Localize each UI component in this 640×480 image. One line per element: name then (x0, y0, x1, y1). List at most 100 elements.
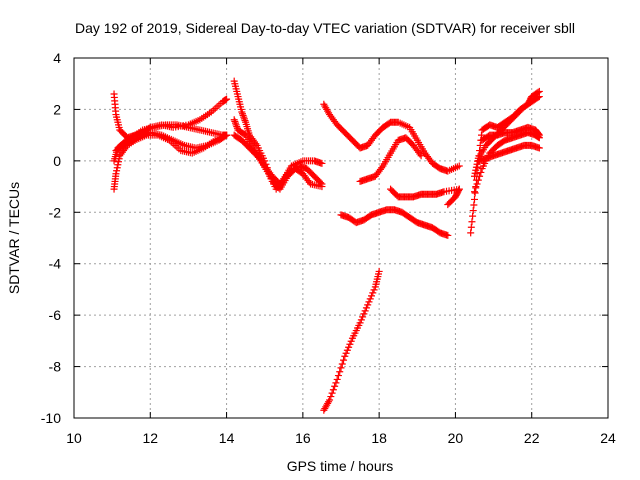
data-point (359, 313, 367, 321)
data-point (361, 307, 369, 315)
data-point (375, 267, 383, 275)
data-point (345, 343, 353, 351)
data-point (471, 169, 479, 177)
y-tick-labels: -10 -8 -6 -4 -2 0 2 4 (41, 50, 61, 426)
data-point (238, 110, 246, 118)
data-point (231, 117, 239, 125)
data-point (332, 379, 340, 387)
y-tick-label: -2 (49, 204, 62, 220)
data-point (455, 185, 463, 193)
data-point (370, 286, 378, 294)
y-tick-label: 4 (53, 50, 61, 66)
data-point (240, 113, 248, 121)
data-point (469, 212, 477, 220)
data-point (114, 161, 122, 169)
series-pass-k (320, 267, 383, 414)
y-tick-label: 0 (53, 153, 61, 169)
data-point (340, 356, 348, 364)
data-point (327, 393, 335, 401)
data-point (343, 346, 351, 354)
x-tick-label: 20 (448, 430, 464, 446)
data-point (467, 229, 475, 237)
data-point (223, 95, 231, 103)
data-point (362, 304, 370, 312)
x-tick-label: 18 (371, 430, 387, 446)
data-point (477, 168, 485, 176)
data-point (223, 131, 231, 139)
x-axis-label: GPS time / hours (287, 458, 394, 474)
data-point (471, 189, 479, 197)
data-point (455, 162, 463, 170)
data-point (241, 117, 249, 125)
y-tick-label: -6 (49, 307, 62, 323)
data-point (534, 129, 542, 137)
data-point (469, 207, 477, 215)
data-point (334, 372, 342, 380)
data-point (360, 310, 368, 318)
data-point (535, 130, 543, 138)
data-point (366, 295, 374, 303)
x-tick-label: 16 (295, 430, 311, 446)
y-tick-label: 2 (53, 101, 61, 117)
data-point (317, 179, 325, 187)
data-point (331, 382, 339, 390)
data-point (467, 223, 475, 231)
data-point (329, 386, 337, 394)
data-point (368, 292, 376, 300)
data-point (472, 184, 480, 192)
data-point (470, 201, 478, 209)
data-point (282, 171, 290, 179)
data-point (369, 289, 377, 297)
data-point (416, 150, 424, 158)
data-point (325, 398, 333, 406)
data-point (476, 172, 484, 180)
data-point (357, 316, 365, 324)
y-tick-label: -4 (49, 256, 62, 272)
x-tick-labels: 10 12 14 16 18 20 22 24 (66, 430, 616, 446)
data-point (115, 158, 122, 166)
axis-ticks (73, 57, 609, 419)
data-point (472, 163, 480, 171)
series-pass-r (478, 123, 543, 144)
data-point (336, 368, 344, 376)
data-point (238, 108, 246, 116)
series-pass-m (444, 185, 463, 209)
data-point (535, 93, 543, 101)
data-point (240, 115, 248, 123)
data-point (328, 389, 336, 397)
data-point (239, 111, 247, 119)
x-tick-label: 12 (142, 430, 158, 446)
data-point (333, 375, 341, 383)
data-point (318, 180, 326, 188)
data-point (232, 121, 240, 129)
data-point (346, 340, 354, 348)
data-point (341, 352, 349, 360)
data-point (468, 218, 476, 226)
data-point (535, 131, 543, 139)
data-point (474, 176, 482, 184)
data-point (455, 186, 463, 194)
data-point (326, 396, 334, 404)
series-pass-d (112, 131, 231, 157)
data-point (471, 188, 478, 196)
y-tick-label: -10 (41, 410, 61, 426)
data-point (444, 231, 452, 239)
x-tick-label: 14 (219, 430, 235, 446)
data-point (342, 349, 350, 357)
data-point (364, 301, 372, 309)
data-point (534, 93, 542, 101)
data-point (113, 164, 121, 172)
series-pass-h (320, 100, 463, 175)
data-point (233, 123, 241, 131)
x-tick-label: 22 (524, 430, 540, 446)
data-point (318, 159, 326, 167)
data-point (338, 360, 346, 368)
data-point (535, 144, 543, 152)
plot-frame (73, 57, 609, 419)
x-tick-label: 24 (600, 430, 616, 446)
data-point (113, 167, 121, 175)
data-point (472, 166, 480, 174)
data-point (356, 319, 364, 327)
series-pass-i (337, 206, 452, 239)
